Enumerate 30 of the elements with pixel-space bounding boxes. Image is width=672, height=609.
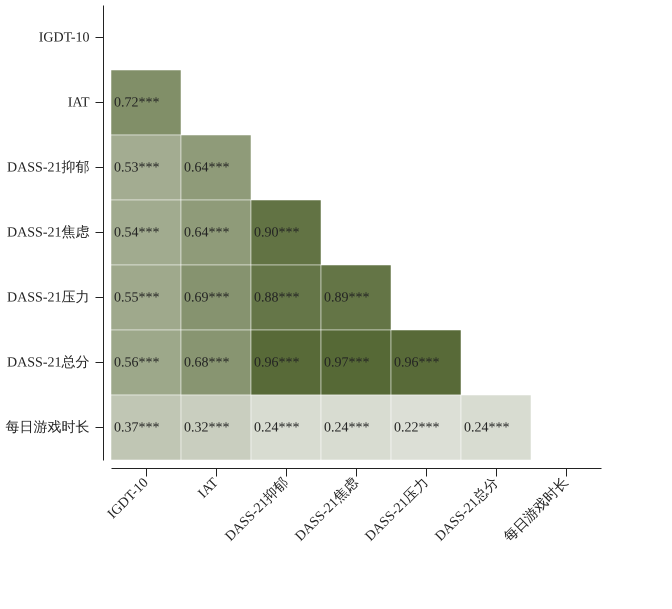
data-label: 0.37*** <box>114 420 160 436</box>
data-label: 0.69*** <box>184 290 230 306</box>
x-tick-label: IAT <box>196 475 222 502</box>
data-label: 0.96*** <box>394 356 440 370</box>
data-label: 0.24*** <box>254 420 300 436</box>
data-label: 0.64*** <box>184 160 230 176</box>
data-label: 0.55*** <box>114 290 160 306</box>
x-tick-label: 每日游戏时长 <box>500 474 572 546</box>
data-label: 0.72*** <box>114 96 160 110</box>
data-label: 0.32*** <box>184 420 230 436</box>
data-label: 0.89*** <box>324 290 370 306</box>
y-tick-label: DASS-21压力 <box>7 290 90 306</box>
y-tick-label: IAT <box>68 96 90 110</box>
data-label: 0.96*** <box>254 356 300 370</box>
data-label: 0.22*** <box>394 420 440 436</box>
data-label: 0.24*** <box>324 420 370 436</box>
data-label: 0.90*** <box>254 226 300 240</box>
y-tick-label: DASS-21总分 <box>7 354 90 370</box>
data-label: 0.88*** <box>254 290 300 306</box>
data-label: 0.64*** <box>184 226 230 240</box>
y-tick-label: 每日游戏时长 <box>6 420 90 436</box>
y-tick-label: DASS-21焦虑 <box>7 224 90 240</box>
data-label: 0.68*** <box>184 356 230 370</box>
data-label: 0.54*** <box>114 226 160 240</box>
y-tick-label: IGDT-10 <box>38 30 90 46</box>
data-label: 0.24*** <box>464 420 510 436</box>
data-label: 0.97*** <box>324 356 370 370</box>
data-label: 0.53*** <box>114 160 160 176</box>
data-label: 0.56*** <box>114 356 160 370</box>
y-tick-label: DASS-21抑郁 <box>7 160 90 176</box>
